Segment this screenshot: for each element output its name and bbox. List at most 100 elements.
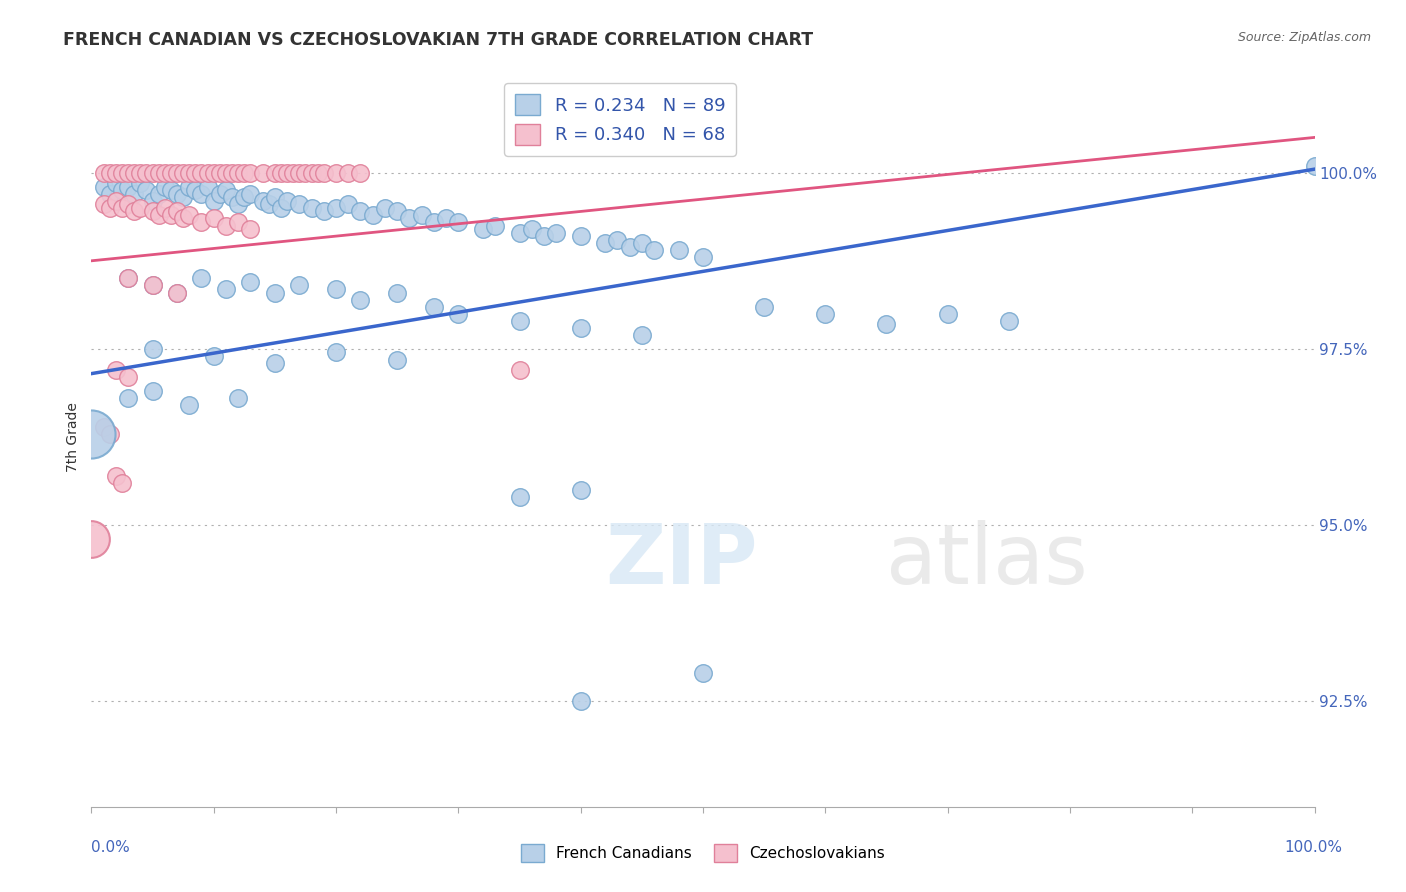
- Point: [434, 211, 457, 226]
- Point: [509, 363, 531, 377]
- Point: [288, 166, 311, 180]
- Point: [569, 694, 592, 708]
- Point: [166, 285, 188, 300]
- Point: [98, 186, 121, 201]
- Point: [294, 166, 316, 180]
- Point: [111, 183, 134, 197]
- Text: 0.0%: 0.0%: [91, 839, 131, 855]
- Point: [398, 211, 420, 226]
- Point: [202, 349, 225, 363]
- Point: [239, 166, 262, 180]
- Point: [117, 166, 139, 180]
- Point: [509, 314, 531, 328]
- Point: [141, 278, 163, 293]
- Point: [631, 327, 654, 342]
- Point: [270, 201, 292, 215]
- Point: [98, 201, 121, 215]
- Point: [643, 244, 665, 258]
- Point: [208, 166, 231, 180]
- Point: [179, 398, 201, 412]
- Point: [264, 356, 287, 370]
- Point: [122, 204, 145, 219]
- Point: [325, 282, 347, 296]
- Point: [631, 236, 654, 251]
- Point: [546, 226, 568, 240]
- Point: [325, 166, 347, 180]
- Point: [179, 179, 201, 194]
- Point: [215, 183, 238, 197]
- Point: [179, 208, 201, 222]
- Point: [202, 166, 225, 180]
- Point: [264, 190, 287, 204]
- Point: [252, 194, 274, 208]
- Point: [215, 166, 238, 180]
- Point: [264, 166, 287, 180]
- Point: [148, 166, 170, 180]
- Point: [252, 166, 274, 180]
- Point: [349, 166, 371, 180]
- Point: [264, 285, 287, 300]
- Point: [226, 392, 249, 406]
- Point: [312, 166, 335, 180]
- Point: [301, 166, 323, 180]
- Point: [520, 222, 543, 236]
- Point: [385, 285, 409, 300]
- Point: [197, 179, 219, 194]
- Point: [385, 352, 409, 367]
- Point: [141, 384, 163, 399]
- Point: [221, 166, 243, 180]
- Point: [215, 282, 238, 296]
- Point: [619, 240, 641, 254]
- Text: FRENCH CANADIAN VS CZECHOSLOVAKIAN 7TH GRADE CORRELATION CHART: FRENCH CANADIAN VS CZECHOSLOVAKIAN 7TH G…: [63, 31, 814, 49]
- Point: [239, 275, 262, 289]
- Point: [104, 468, 127, 483]
- Point: [337, 197, 360, 211]
- Point: [998, 314, 1021, 328]
- Point: [301, 201, 323, 215]
- Point: [692, 250, 714, 264]
- Point: [226, 215, 249, 229]
- Point: [312, 204, 335, 219]
- Point: [668, 244, 690, 258]
- Point: [411, 208, 433, 222]
- Point: [166, 204, 188, 219]
- Legend: French Canadians, Czechoslovakians: French Canadians, Czechoslovakians: [515, 838, 891, 868]
- Point: [190, 215, 212, 229]
- Point: [190, 166, 212, 180]
- Point: [288, 197, 311, 211]
- Point: [361, 208, 384, 222]
- Point: [276, 194, 298, 208]
- Point: [141, 278, 163, 293]
- Point: [104, 363, 127, 377]
- Point: [226, 166, 249, 180]
- Point: [98, 166, 121, 180]
- Point: [179, 166, 201, 180]
- Legend: R = 0.234   N = 89, R = 0.340   N = 68: R = 0.234 N = 89, R = 0.340 N = 68: [505, 83, 737, 156]
- Point: [129, 176, 152, 190]
- Point: [569, 483, 592, 497]
- Point: [533, 229, 555, 244]
- Point: [172, 211, 194, 226]
- Point: [172, 166, 194, 180]
- Point: [93, 419, 115, 434]
- Point: [276, 166, 298, 180]
- Point: [166, 285, 188, 300]
- Point: [153, 179, 176, 194]
- Point: [283, 166, 305, 180]
- Point: [104, 176, 127, 190]
- Text: atlas: atlas: [887, 520, 1088, 601]
- Point: [349, 204, 371, 219]
- Point: [111, 166, 134, 180]
- Point: [129, 166, 152, 180]
- Point: [148, 208, 170, 222]
- Point: [569, 320, 592, 334]
- Point: [233, 190, 256, 204]
- Point: [814, 307, 837, 321]
- Point: [423, 300, 446, 314]
- Point: [374, 201, 396, 215]
- Point: [754, 300, 776, 314]
- Point: [117, 392, 139, 406]
- Point: [606, 233, 628, 247]
- Point: [141, 342, 163, 356]
- Point: [337, 166, 360, 180]
